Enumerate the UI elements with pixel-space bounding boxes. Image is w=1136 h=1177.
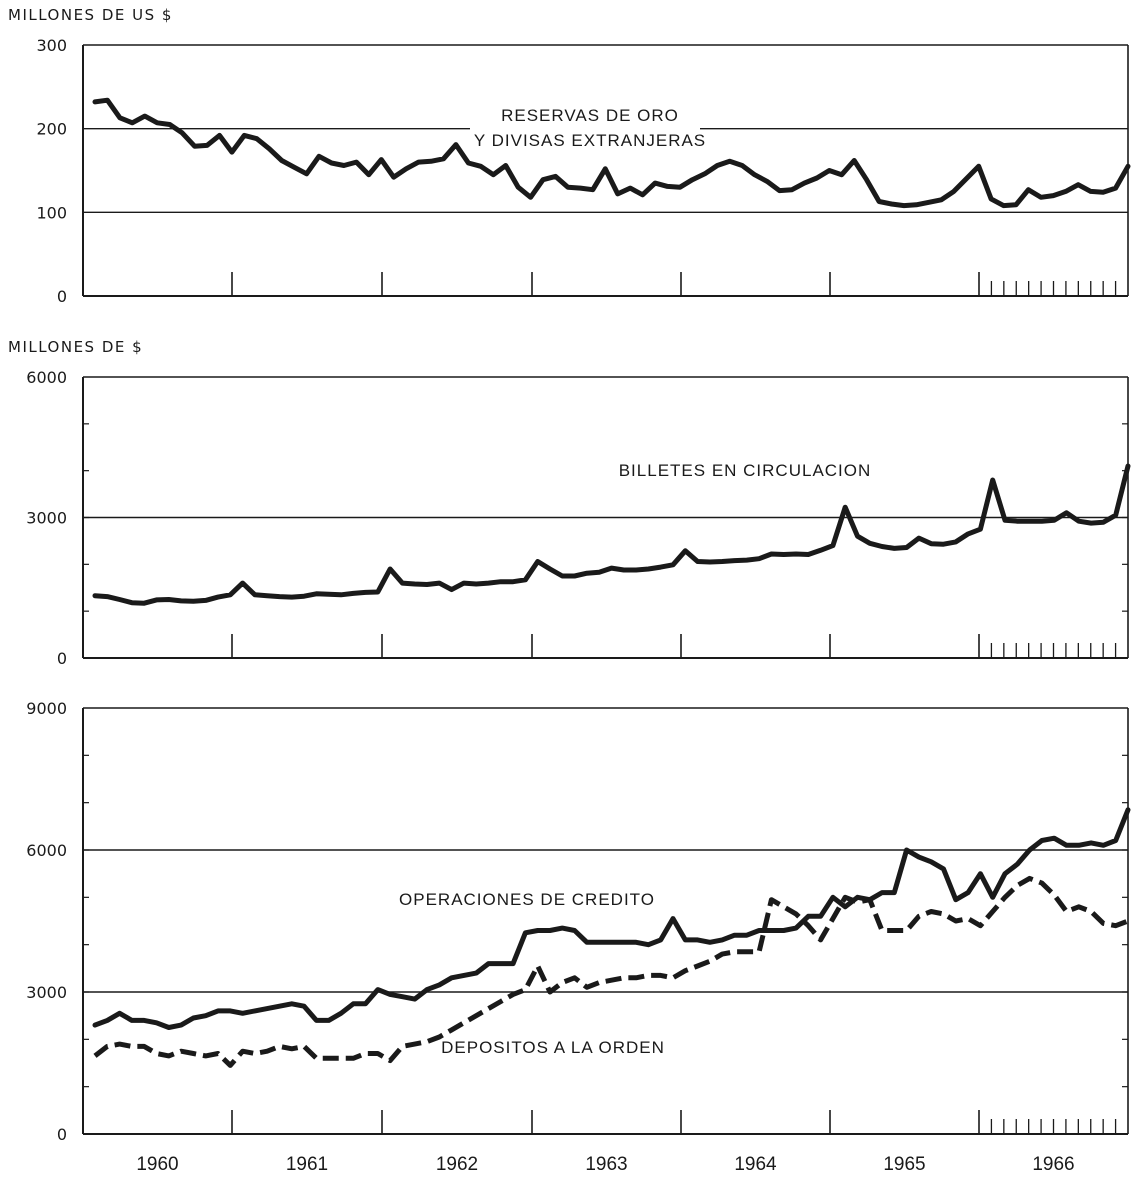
series-line-billetes-en-circulacion (92, 463, 1131, 606)
panel3-ytick-label: 6000 (26, 841, 67, 860)
panel1-ytick-label: 100 (36, 203, 67, 222)
panel2-unit-label: MILLONES DE $ (8, 338, 144, 356)
x-tick-label: 1960 (136, 1154, 178, 1175)
x-tick-label: 1964 (734, 1154, 777, 1175)
panel1-ytick-label: 300 (36, 36, 67, 55)
panel2-ytick-label: 3000 (26, 509, 67, 528)
panel2-ytick-label: 0 (57, 649, 67, 668)
panel3-series-annotation: OPERACIONES DE CREDITO (399, 890, 655, 909)
x-tick-label: 1961 (286, 1154, 328, 1175)
x-tick-label: 1966 (1032, 1154, 1074, 1175)
panel1-annotation-background (470, 100, 700, 156)
x-tick-label: 1965 (883, 1154, 925, 1175)
x-tick-label: 1962 (436, 1154, 478, 1175)
panel1-ytick-label: 0 (57, 287, 67, 306)
panel2-ytick-label: 6000 (26, 368, 67, 387)
panel3-series-annotation: DEPOSITOS A LA ORDEN (441, 1038, 665, 1057)
panel1-annotation-line: Y DIVISAS EXTRANJERAS (474, 131, 706, 150)
series-line-reservas-de-oro-y-divisas-extranjeras (92, 97, 1131, 209)
panel1-unit-label: MILLONES DE US $ (8, 6, 173, 24)
panel3-ytick-label: 0 (57, 1125, 67, 1144)
panel3-ytick-label: 3000 (26, 983, 67, 1002)
panel1-annotation-line: RESERVAS DE ORO (501, 106, 679, 125)
panel2-annotation-line: BILLETES EN CIRCULACION (619, 461, 872, 480)
panel3-ytick-label: 9000 (26, 699, 67, 718)
series-line-depositos-a-la-orden (93, 875, 1129, 1068)
series-line-operaciones-de-credito (92, 807, 1131, 1030)
panel1-ytick-label: 200 (36, 120, 67, 139)
x-tick-label: 1963 (585, 1154, 627, 1175)
